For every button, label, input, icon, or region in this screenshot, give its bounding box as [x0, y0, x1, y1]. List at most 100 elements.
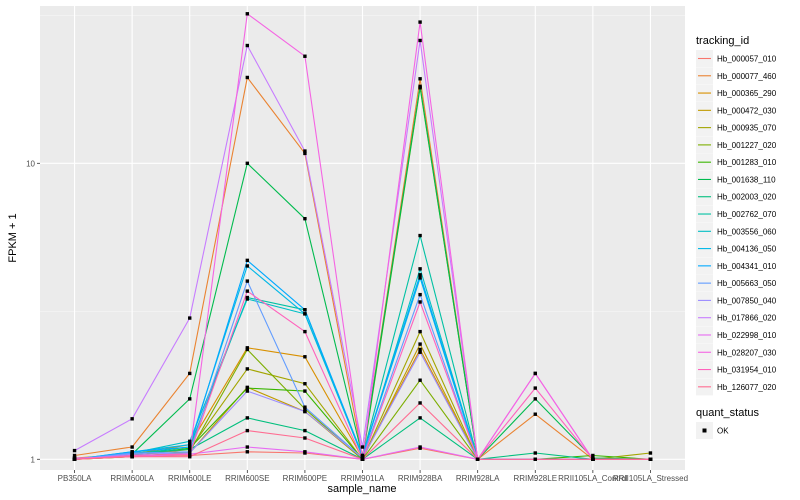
- legend-label: Hb_000057_010: [717, 55, 777, 64]
- y-axis: 1 10: [26, 159, 40, 464]
- data-point: [245, 450, 250, 454]
- data-point: [591, 457, 595, 461]
- data-point: [303, 308, 307, 312]
- data-point: [418, 342, 422, 346]
- data-point: [303, 389, 307, 393]
- data-point: [533, 371, 537, 376]
- x-tick-label: RRIM928LE: [513, 474, 557, 483]
- x-axis-title: sample_name: [327, 483, 396, 495]
- legend-label-ok: OK: [717, 427, 729, 436]
- data-point: [245, 416, 250, 420]
- data-point: [418, 20, 422, 24]
- x-tick-label: RRII105LA_Control: [558, 474, 628, 483]
- x-axis: PB350LA RRIM600LA RRIM600LE RRIM600SE RRIM60…: [58, 470, 688, 483]
- data-point: [418, 300, 422, 304]
- data-point: [418, 84, 422, 89]
- data-point: [418, 267, 422, 271]
- data-point: [418, 77, 422, 81]
- data-point: [188, 439, 192, 444]
- data-point: [418, 273, 422, 277]
- data-point: [303, 407, 307, 411]
- legend-label: Hb_001638_110: [717, 175, 776, 184]
- x-tick-label: PB350LA: [58, 474, 92, 483]
- legend-items: Hb_000057_010 Hb_000077_460 Hb_000365_290 H…: [696, 50, 777, 396]
- data-point: [72, 448, 77, 453]
- data-point: [245, 264, 250, 268]
- data-point: [533, 412, 537, 416]
- legend-label: Hb_000077_460: [717, 72, 777, 81]
- data-point: [648, 451, 653, 455]
- data-point: [130, 417, 134, 421]
- data-point: [245, 347, 250, 352]
- data-point: [533, 457, 537, 461]
- data-point: [360, 457, 365, 461]
- y-tick-label: 10: [26, 159, 35, 168]
- legend-title-tracking-id: tracking_id: [696, 35, 749, 47]
- data-point: [303, 436, 307, 440]
- data-point: [418, 347, 422, 352]
- data-point: [188, 452, 192, 456]
- legend-label: Hb_000935_070: [717, 124, 777, 133]
- data-point: [360, 453, 365, 458]
- legend-ok-point: [702, 428, 707, 433]
- legend-label: Hb_001227_020: [717, 141, 777, 150]
- legend-title-quant-status: quant_status: [696, 407, 759, 419]
- legend-label: Hb_002762_070: [717, 210, 777, 219]
- data-point: [418, 38, 422, 43]
- data-point: [303, 54, 307, 58]
- data-point: [188, 447, 192, 452]
- data-point: [418, 233, 422, 238]
- data-point: [303, 405, 307, 409]
- data-point: [475, 457, 480, 461]
- data-point: [188, 397, 192, 401]
- legend-label: Hb_017866_020: [717, 314, 777, 323]
- data-point: [303, 149, 307, 153]
- data-point: [303, 312, 307, 316]
- data-point: [130, 445, 134, 449]
- x-tick-label: RRIM600PE: [283, 474, 327, 483]
- legend-label: Hb_126077_020: [717, 383, 777, 392]
- legend-label: Hb_000472_030: [717, 106, 777, 115]
- data-point: [418, 416, 422, 420]
- data-point: [245, 75, 250, 80]
- data-point: [418, 445, 422, 449]
- x-tick-label: RRIM600LE: [168, 474, 212, 483]
- data-point: [418, 292, 422, 297]
- x-tick-label: RRIM928LA: [456, 474, 500, 483]
- data-point: [303, 382, 307, 386]
- data-point: [533, 397, 537, 401]
- data-point: [245, 289, 250, 293]
- data-point: [418, 350, 422, 354]
- points-layer: [72, 12, 653, 461]
- y-axis-title: FPKM + 1: [7, 213, 19, 262]
- data-point: [72, 457, 77, 461]
- data-point: [245, 258, 250, 263]
- data-point: [245, 161, 250, 166]
- data-point: [303, 151, 307, 156]
- legend-label: Hb_002003_020: [717, 193, 777, 202]
- data-point: [303, 329, 307, 334]
- data-point: [245, 428, 250, 433]
- data-point: [188, 443, 192, 447]
- data-point: [245, 367, 250, 371]
- data-point: [245, 12, 250, 16]
- data-point: [303, 355, 307, 359]
- x-tick-label: RRIM928BA: [398, 474, 443, 483]
- data-point: [245, 389, 250, 393]
- data-point: [418, 378, 422, 382]
- legend-label: Hb_001283_010: [717, 158, 777, 167]
- legend-label: Hb_004136_050: [717, 245, 777, 254]
- y-tick-label: 1: [31, 455, 36, 464]
- legend-label: Hb_007850_040: [717, 296, 777, 305]
- data-point: [245, 279, 250, 283]
- data-point: [418, 276, 422, 280]
- data-point: [188, 371, 192, 376]
- data-point: [245, 297, 250, 301]
- data-point: [303, 216, 307, 221]
- data-point: [418, 329, 422, 334]
- legend-label: Hb_000365_290: [717, 89, 777, 98]
- data-point: [188, 455, 192, 459]
- data-point: [245, 386, 250, 390]
- data-point: [130, 455, 134, 459]
